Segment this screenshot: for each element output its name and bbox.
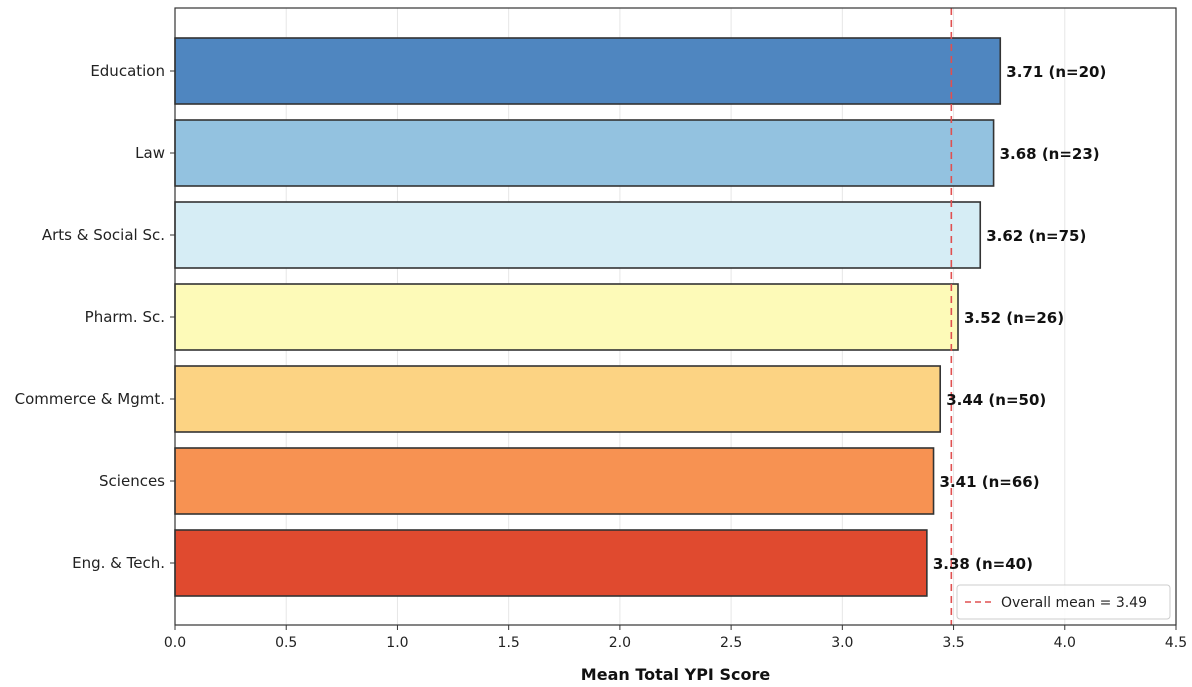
x-tick-label: 2.5 <box>720 635 742 651</box>
legend-box <box>956 584 1171 620</box>
bar <box>174 201 982 269</box>
category-label: Education <box>90 62 165 80</box>
bar <box>174 529 928 597</box>
x-tick-label: 4.5 <box>1165 635 1187 651</box>
data-label: 3.41 (n=66) <box>940 473 1040 491</box>
category-label: Sciences <box>99 472 165 490</box>
x-ticks: 0.0 0.5 1.0 1.5 2.0 2.5 3.0 3.5 4.0 4.5 <box>164 625 1187 651</box>
category-labels: Education Law Arts & Social Sc. Pharm. Sc. C… <box>15 62 175 572</box>
x-tick-label: 0.5 <box>275 635 297 651</box>
x-tick-label: 0.0 <box>164 635 186 651</box>
x-tick-label: 1.5 <box>498 635 520 651</box>
x-tick-label: 3.0 <box>831 635 853 651</box>
x-tick-label: 4.0 <box>1054 635 1076 651</box>
data-label: 3.44 (n=50) <box>946 391 1046 409</box>
x-tick-label: 2.0 <box>609 635 631 651</box>
data-label: 3.38 (n=40) <box>933 555 1033 573</box>
data-label: 3.68 (n=23) <box>1000 145 1100 163</box>
x-axis-title: Mean Total YPI Score <box>581 665 771 684</box>
category-label: Pharm. Sc. <box>85 308 165 326</box>
bar <box>174 447 935 515</box>
data-label: 3.71 (n=20) <box>1006 63 1106 81</box>
x-tick-label: 1.0 <box>386 635 408 651</box>
bar <box>174 37 1002 105</box>
legend: Overall mean = 3.49 <box>956 584 1171 620</box>
x-tick-label: 3.5 <box>942 635 964 651</box>
category-label: Eng. & Tech. <box>72 554 165 572</box>
bar <box>174 119 995 187</box>
legend-entry: Overall mean = 3.49 <box>1001 595 1147 611</box>
data-label: 3.52 (n=26) <box>964 309 1064 327</box>
bars <box>174 37 1002 597</box>
data-label: 3.62 (n=75) <box>986 227 1086 245</box>
category-label: Commerce & Mgmt. <box>15 390 165 408</box>
bar <box>174 365 942 433</box>
category-label: Law <box>135 144 165 162</box>
bar <box>174 283 959 351</box>
data-labels: 3.71 (n=20) 3.68 (n=23) 3.62 (n=75) 3.52 (n… <box>933 63 1106 573</box>
category-label: Arts & Social Sc. <box>42 226 165 244</box>
